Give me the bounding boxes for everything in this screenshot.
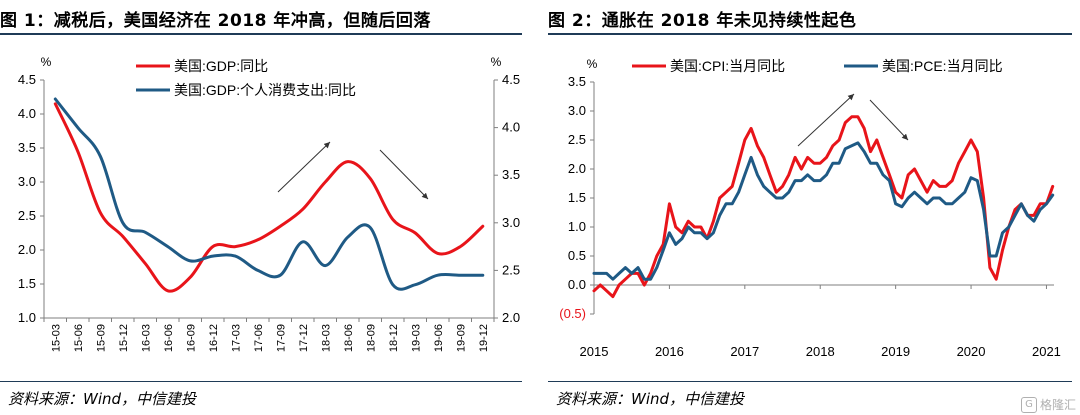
chart-panel-1: 图 1：减税后，美国经济在 2018 年冲高，但随后回落 %% 1.0 1.5 2.0… bbox=[0, 0, 530, 415]
x-tick-label: 15-12 bbox=[118, 324, 130, 352]
y-tick-label: 0.0 bbox=[568, 277, 586, 292]
consumption-line bbox=[53, 97, 485, 291]
x-tick-label: 2015 bbox=[580, 344, 609, 359]
falling-arrow bbox=[379, 149, 429, 200]
x-tick-label: 18-03 bbox=[320, 324, 332, 352]
x-tick-label: 19-06 bbox=[433, 324, 445, 352]
x-tick-label: 2019 bbox=[881, 344, 910, 359]
falling-arrow bbox=[869, 99, 909, 141]
rising-arrow bbox=[797, 93, 855, 147]
y-tick-label-right: 3.0 bbox=[502, 215, 520, 230]
y-tick-label: 2.0 bbox=[568, 161, 586, 176]
x-tick-label: 17-03 bbox=[230, 324, 242, 352]
legend-label: 美国:PCE:当月同比 bbox=[882, 58, 1003, 74]
x-tick-label: 16-12 bbox=[208, 324, 220, 352]
x-tick-label: 2018 bbox=[806, 344, 835, 359]
y-tick-label: 2.5 bbox=[568, 132, 586, 147]
x-tick-label: 19-03 bbox=[410, 324, 422, 352]
y-tick-label-left: 3.0 bbox=[18, 174, 36, 189]
x-tick-label: 19-09 bbox=[455, 324, 467, 352]
x-tick-label: 2020 bbox=[957, 344, 986, 359]
watermark-text: 格隆汇 bbox=[1039, 397, 1076, 412]
pce-line bbox=[592, 141, 1055, 281]
x-tick-label: 17-06 bbox=[253, 324, 265, 352]
x-tick-label: 18-06 bbox=[343, 324, 355, 352]
source-note: 资料来源：Wind，中信建投 bbox=[556, 390, 745, 408]
x-tick-label: 18-12 bbox=[388, 324, 400, 352]
chart-title: 图 1：减税后，美国经济在 2018 年冲高，但随后回落 bbox=[0, 11, 431, 31]
x-tick-label: 17-09 bbox=[275, 324, 287, 352]
x-tick-label: 17-12 bbox=[298, 324, 310, 352]
y-tick-label: 0.5 bbox=[568, 248, 586, 263]
x-tick-label: 15-03 bbox=[50, 324, 62, 352]
x-tick-label: 18-09 bbox=[365, 324, 377, 352]
y-tick-label-left: 1.5 bbox=[18, 276, 36, 291]
x-tick-label: 19-12 bbox=[478, 324, 490, 352]
gelonghui-logo-icon: G bbox=[1020, 397, 1037, 413]
title-rule bbox=[548, 33, 1072, 35]
y-tick-label-right: 3.5 bbox=[502, 167, 520, 182]
gdp-line bbox=[53, 102, 485, 293]
x-tick-label: 16-06 bbox=[163, 324, 175, 352]
y-tick-label: 3.5 bbox=[568, 74, 586, 89]
x-tick-label: 16-09 bbox=[185, 324, 197, 352]
y-tick-label: 1.5 bbox=[568, 190, 586, 205]
y-tick-label-left: 2.0 bbox=[18, 242, 36, 257]
cpi-line bbox=[592, 115, 1055, 299]
source-rule bbox=[548, 381, 1072, 382]
chart-panel-2: 图 2：通胀在 2018 年未见持续性起色 % (0.5) 0.0 0.5 1.0 1.5… bbox=[548, 0, 1080, 415]
source-rule bbox=[0, 381, 522, 382]
watermark: G 格隆汇 bbox=[1020, 396, 1076, 413]
y-tick-label-left: 1.0 bbox=[18, 310, 36, 325]
title-rule bbox=[0, 33, 522, 35]
y-tick-label: 1.0 bbox=[568, 219, 586, 234]
legend-label: 美国:CPI:当月同比 bbox=[670, 58, 785, 74]
y-tick-label-left: 3.5 bbox=[18, 140, 36, 155]
source-note: 资料来源：Wind，中信建投 bbox=[8, 390, 197, 408]
y-unit-left: % bbox=[41, 55, 52, 69]
gdp-chart: % % 1.0 1.5 2.0 2.5 3.0 3.5 4.0 4.5 2.0 2.5 3.0 3.5 4.… bbox=[18, 55, 520, 352]
y-unit-right: % bbox=[491, 55, 502, 69]
y-tick-label-left: 4.5 bbox=[18, 72, 36, 87]
y-tick-label-right: 4.0 bbox=[502, 120, 520, 135]
y-tick-label-right: 2.0 bbox=[502, 310, 520, 325]
x-tick-label: 2017 bbox=[730, 344, 759, 359]
x-tick-label: 15-06 bbox=[73, 324, 85, 352]
y-tick-label: (0.5) bbox=[559, 306, 586, 321]
y-tick-label-left: 2.5 bbox=[18, 208, 36, 223]
x-tick-label: 2016 bbox=[655, 344, 684, 359]
y-unit: % bbox=[587, 57, 598, 71]
rising-arrow bbox=[277, 141, 331, 193]
chart-title: 图 2：通胀在 2018 年未见持续性起色 bbox=[548, 11, 857, 31]
y-tick-label: 3.0 bbox=[568, 103, 586, 118]
x-tick-label: 15-09 bbox=[95, 324, 107, 352]
x-tick-label: 2021 bbox=[1032, 344, 1061, 359]
inflation-chart: % (0.5) 0.0 0.5 1.0 1.5 2.0 2.5 3.0 3.5 2015 2016 20… bbox=[559, 57, 1061, 359]
y-tick-label-right: 2.5 bbox=[502, 262, 520, 277]
y-tick-label-left: 4.0 bbox=[18, 106, 36, 121]
y-tick-label-right: 4.5 bbox=[502, 72, 520, 87]
x-tick-label: 16-03 bbox=[140, 324, 152, 352]
legend-label: 美国:GDP:个人消费支出:同比 bbox=[174, 82, 356, 98]
legend-label: 美国:GDP:同比 bbox=[174, 58, 268, 74]
